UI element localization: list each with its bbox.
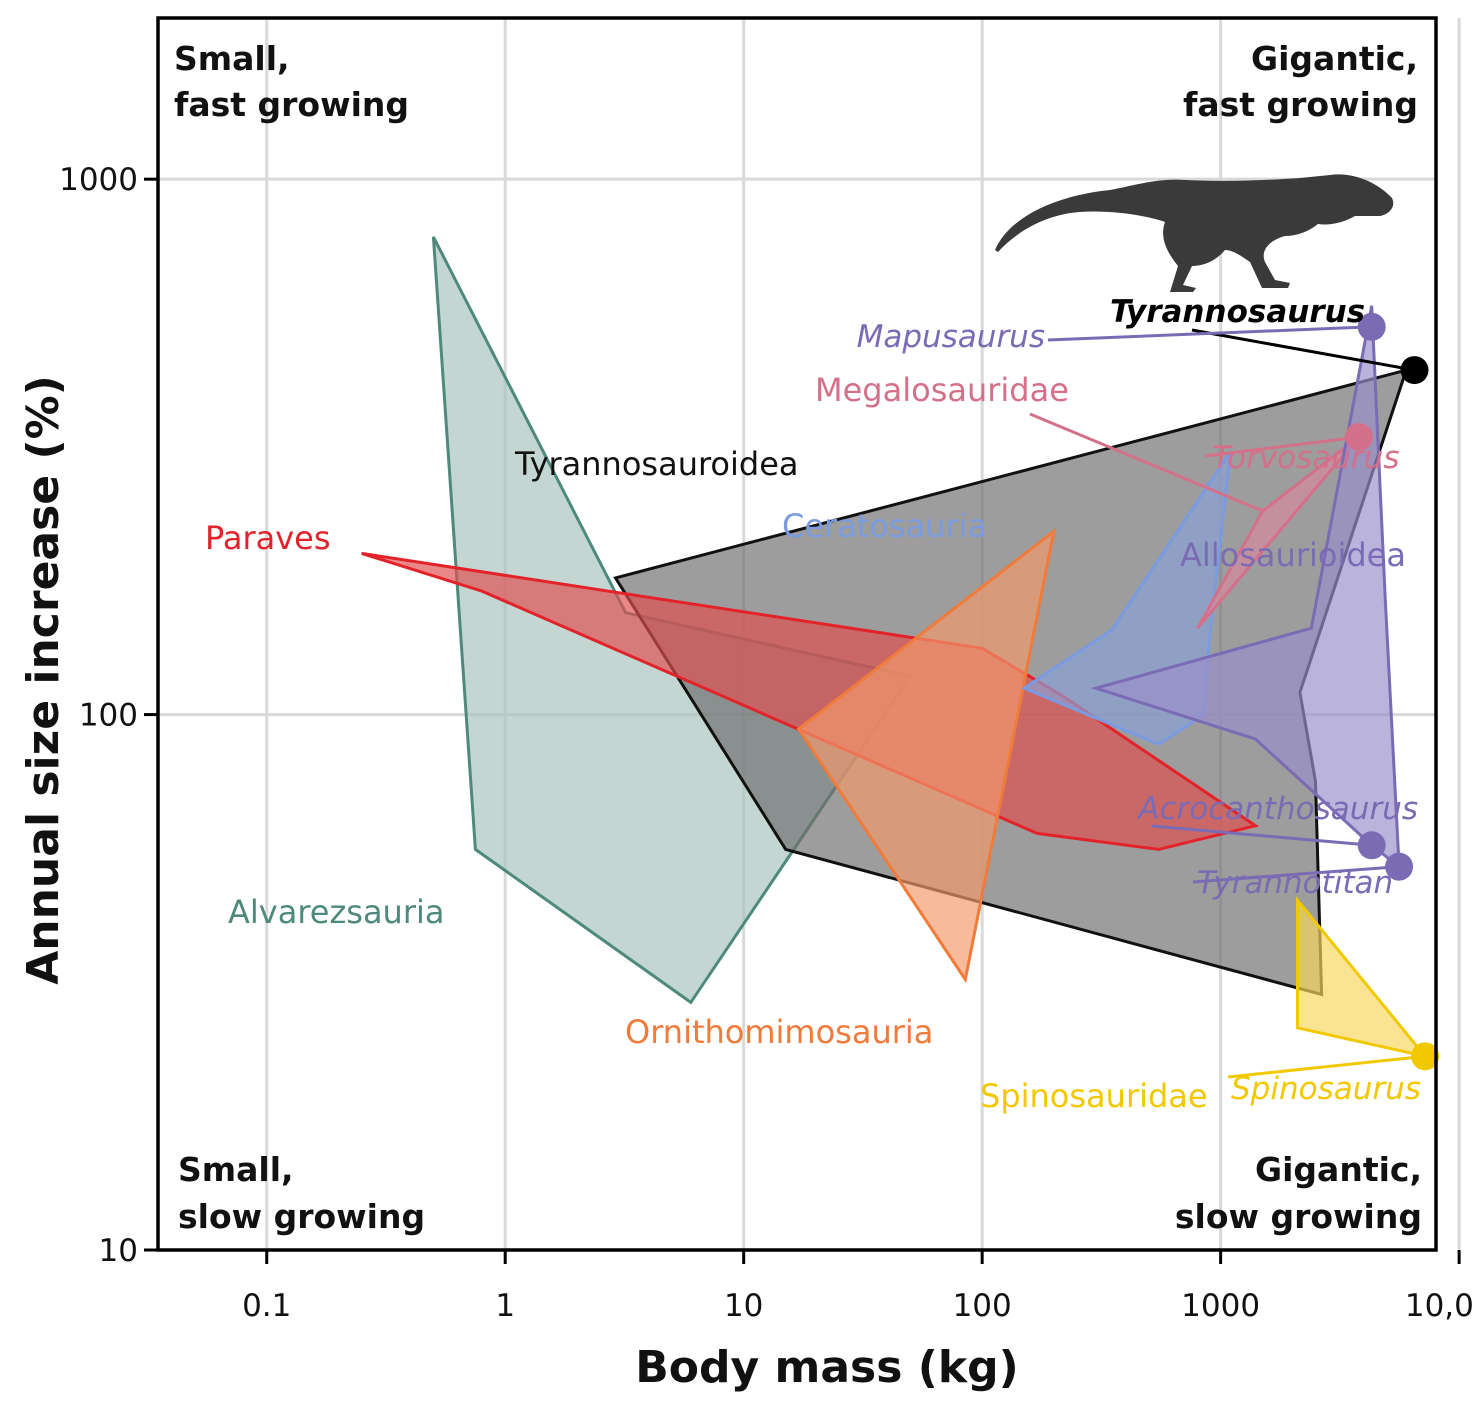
- connector-tyrannosaurus: [1191, 328, 1415, 372]
- connector-tyrannotitan: [1192, 865, 1400, 884]
- taxon-points: [1344, 312, 1440, 1071]
- taxon-label-mapusaurus: Mapusaurus: [857, 319, 1045, 355]
- taxon-label-tyrannosaurus: Tyrannosaurus: [1110, 294, 1365, 330]
- taxon-label-torvosaurus: Torvosaurus: [1212, 440, 1399, 476]
- point-mapusaurus: [1357, 312, 1386, 341]
- clade-label-ornithomimosauria: Ornithomimosauria: [625, 1013, 933, 1051]
- x-tick-label: 10,000: [1405, 1288, 1475, 1324]
- corner-label-top-left-2: fast growing: [174, 85, 409, 124]
- clade-label-ceratosauria: Ceratosauria: [782, 507, 987, 545]
- polygon-spinosauridae: [1296, 896, 1430, 1059]
- clade-label-alvarezsauria: Alvarezsauria: [228, 893, 444, 931]
- y-tick-label: 10: [99, 1233, 138, 1269]
- corner-label-bottom-left-1: Small,: [178, 1150, 294, 1189]
- x-tick-label: 1000: [1181, 1288, 1260, 1324]
- corner-label-top-left-1: Small,: [174, 39, 290, 78]
- label-connectors: [1029, 325, 1426, 1079]
- x-tick-label: 100: [953, 1288, 1012, 1324]
- axes: [156, 16, 1438, 1252]
- corner-label-top-right-1: Gigantic,: [1251, 39, 1418, 78]
- connector-acrocanthosaurus: [1151, 824, 1372, 847]
- point-acrocanthosaurus: [1357, 831, 1386, 860]
- clade-label-spinosauridae: Spinosauridae: [980, 1077, 1208, 1115]
- point-tyrannosaurus: [1400, 356, 1429, 385]
- connector-torvosaurus: [1204, 435, 1360, 458]
- connector-megalosauridae: [1029, 412, 1264, 513]
- plot-frame: [156, 16, 1438, 1252]
- tyrannosaurus-silhouette-icon: [995, 174, 1394, 292]
- y-tick-label: 1000: [59, 162, 138, 198]
- taxon-label-tyrannotitan: Tyrannotitan: [1197, 865, 1393, 901]
- polygon-allosaurioidea: [1090, 305, 1401, 870]
- x-tick-label: 0.1: [242, 1288, 291, 1324]
- ticks: 0.1 1 10 100 1000 10,000 10 100 1000: [59, 162, 1475, 1324]
- corner-label-bottom-left-2: slow growing: [178, 1197, 425, 1236]
- connector-mapusaurus: [1047, 325, 1372, 342]
- polygon-megalosauridae: [1196, 435, 1361, 630]
- clade-label-paraves: Paraves: [205, 519, 331, 557]
- connector-spinosaurus: [1227, 1054, 1426, 1079]
- point-tyrannotitan: [1385, 852, 1414, 881]
- point-spinosaurus: [1411, 1042, 1440, 1071]
- corner-label-bottom-right-2: slow growing: [1175, 1197, 1422, 1236]
- taxon-label-spinosaurus: Spinosaurus: [1231, 1071, 1421, 1107]
- point-torvosaurus: [1344, 422, 1373, 451]
- clade-polygons: [361, 236, 1430, 1059]
- corner-label-top-right-2: fast growing: [1183, 85, 1418, 124]
- y-tick-label: 100: [79, 698, 138, 734]
- x-tick-label: 10: [724, 1288, 763, 1324]
- clade-label-megalosauridae: Megalosauridae: [815, 371, 1069, 409]
- clade-label-allosaurioidea: Allosaurioidea: [1180, 536, 1406, 574]
- x-tick-label: 1: [495, 1288, 515, 1324]
- x-axis-title: Body mass (kg): [635, 1342, 1018, 1393]
- clade-label-tyrannosauroidea: Tyrannosauroidea: [514, 445, 799, 483]
- corner-label-bottom-right-1: Gigantic,: [1255, 1150, 1422, 1189]
- taxon-label-acrocanthosaurus: Acrocanthosaurus: [1136, 791, 1418, 827]
- y-axis-title: Annual size increase (%): [18, 375, 69, 985]
- polygon-ornithomimosauria: [796, 527, 1057, 984]
